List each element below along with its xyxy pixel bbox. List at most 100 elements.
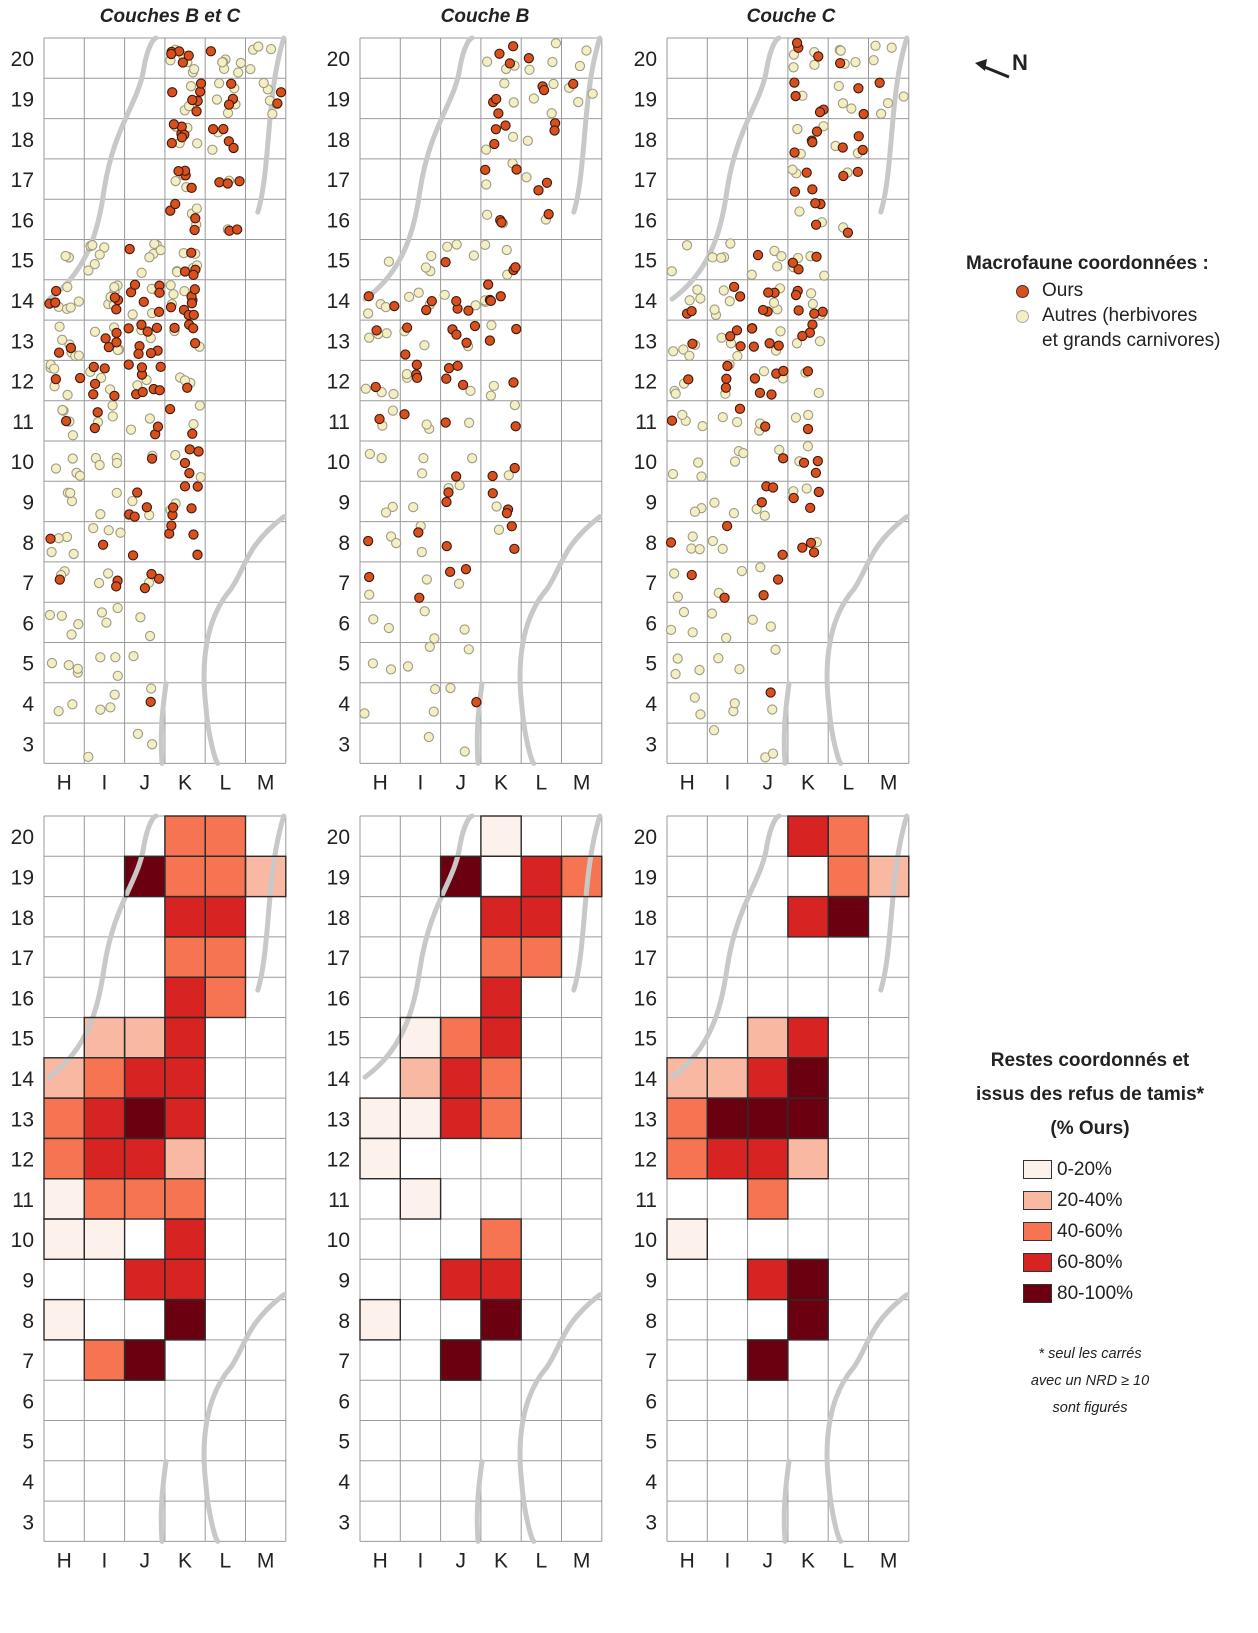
class-cell [400, 1178, 441, 1219]
row-label: 4 [338, 693, 350, 716]
point-ours [748, 341, 760, 352]
point-autres [383, 622, 395, 634]
point-ours [205, 46, 217, 57]
point-ours [813, 486, 824, 498]
point-ours [460, 564, 472, 575]
point-autres [794, 206, 805, 217]
point-ours [494, 48, 505, 59]
class-swatch [1023, 1253, 1052, 1272]
point-ours [50, 297, 61, 308]
point-ours [507, 41, 519, 52]
class-cell [480, 977, 522, 1018]
point-ours [461, 337, 472, 348]
class-cell [480, 1299, 522, 1340]
row-label: 14 [634, 1068, 658, 1091]
river-left [669, 813, 782, 1080]
point-ours [808, 547, 820, 558]
class-cell [164, 1138, 206, 1179]
point-autres [367, 658, 379, 669]
class-cell [44, 1178, 85, 1219]
point-autres [686, 543, 697, 554]
point-ours [746, 323, 758, 334]
point-autres [787, 164, 798, 175]
point-ours [469, 320, 481, 332]
legend-autres-label: Autres (herbivores [1042, 305, 1198, 326]
point-ours [184, 468, 195, 479]
point-autres [886, 42, 897, 53]
point-ours [810, 198, 821, 209]
point-autres [115, 527, 126, 538]
column-label: M [573, 1549, 591, 1572]
river-right-bottom [824, 1292, 910, 1544]
point-ours [154, 385, 165, 396]
column-label: J [140, 1549, 151, 1572]
point-autres [147, 739, 158, 750]
point-autres [776, 251, 787, 262]
point-ours [133, 348, 144, 359]
point-autres [63, 660, 74, 671]
row-label: 20 [327, 826, 350, 849]
class-cell [205, 856, 246, 897]
north-arrow-icon: N [975, 50, 1045, 90]
point-autres [709, 304, 720, 315]
point-autres [694, 544, 705, 555]
point-autres [728, 508, 740, 519]
class-cell [440, 1259, 481, 1300]
point-ours [568, 78, 579, 90]
class-label: 20-40% [1057, 1190, 1123, 1211]
point-ours [719, 592, 730, 603]
point-autres [112, 602, 123, 614]
point-ours [485, 295, 497, 307]
class-cell-outline [359, 1298, 401, 1341]
class-cell [124, 1178, 165, 1219]
row-label: 16 [327, 987, 350, 1010]
point-autres [729, 698, 740, 709]
point-ours [136, 362, 148, 373]
point-ours [364, 571, 375, 583]
row-label: 14 [634, 290, 658, 313]
point-autres [46, 657, 58, 669]
point-autres [426, 250, 437, 262]
point-autres [95, 652, 106, 663]
point-autres [801, 483, 812, 494]
point-autres [792, 123, 803, 135]
point-ours [189, 338, 201, 349]
point-ours [142, 326, 153, 337]
point-autres [468, 250, 480, 261]
point-ours [123, 323, 134, 334]
class-cell-outline [787, 1298, 829, 1341]
point-autres [93, 577, 105, 589]
class-cell [124, 1098, 165, 1139]
point-autres [191, 203, 202, 214]
river-bottom [474, 681, 485, 766]
row-label: 18 [634, 907, 657, 930]
point-autres [774, 444, 785, 456]
point-ours [400, 349, 411, 360]
point-ours [773, 340, 784, 351]
point-autres [65, 302, 76, 313]
point-autres [678, 344, 689, 355]
point-autres [125, 424, 137, 435]
row-label: 9 [22, 1269, 34, 1292]
class-cell-outline [746, 1339, 789, 1381]
row-label: 9 [338, 491, 350, 514]
point-autres [725, 238, 736, 249]
ours-dot-icon [1016, 285, 1029, 298]
point-autres [501, 244, 512, 256]
point-autres [99, 242, 110, 253]
legend-item-autres: Autres (herbivores et grands carnivores) [966, 303, 1220, 353]
point-ours [65, 342, 77, 354]
point-autres [74, 470, 86, 481]
class-cell [84, 1178, 125, 1219]
point-autres [718, 285, 729, 296]
row-label: 3 [645, 1511, 657, 1534]
point-ours [207, 124, 219, 135]
point-autres [481, 56, 493, 67]
point-autres [364, 589, 375, 600]
point-autres [687, 531, 698, 542]
point-ours [111, 337, 122, 348]
point-autres [466, 453, 478, 464]
point-ours [179, 266, 191, 277]
point-autres [546, 108, 557, 119]
river-right-bottom [824, 514, 910, 766]
